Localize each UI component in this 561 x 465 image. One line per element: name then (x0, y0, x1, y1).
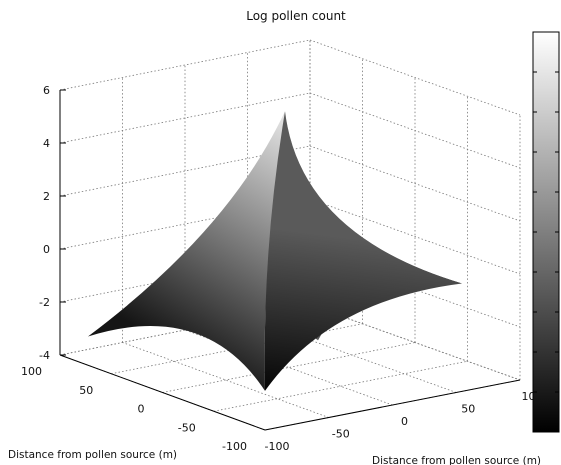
right-axis-label: Distance from pollen source (m) (372, 455, 541, 465)
colorbar (532, 31, 560, 433)
chart-title: Log pollen count (246, 9, 346, 23)
left-axis-tick-labels: 100 50 0 -50 -100 (21, 365, 247, 453)
left-axis-tick-label: -100 (222, 440, 247, 453)
z-tick-label: 0 (43, 243, 50, 256)
left-axis-tick-label: -50 (178, 421, 196, 434)
grid-line (213, 360, 468, 412)
right-axis-tick-label: 0 (401, 415, 408, 428)
right-axis-line (264, 379, 521, 431)
left-axis-label: Distance from pollen source (m) (8, 449, 177, 461)
left-axis-tick-label: 100 (21, 365, 42, 378)
z-tick-label: 6 (43, 84, 50, 97)
surface-left-patch (88, 111, 285, 391)
grid-line (309, 39, 521, 116)
z-tick-labels: 6 4 2 0 -2 -4 (39, 84, 50, 362)
grid-line (309, 145, 521, 222)
right-axis-tick-label: -50 (332, 428, 350, 441)
left-axis-tick-label: 0 (138, 403, 145, 416)
z-tick-label: -2 (39, 296, 50, 309)
left-axis-tick-label: 50 (79, 384, 93, 397)
axes (59, 89, 521, 431)
grid-line (59, 39, 311, 91)
left-axis-line (59, 354, 266, 431)
z-tick-label: 2 (43, 190, 50, 203)
right-axis-tick-label: -100 (265, 440, 290, 453)
surface (88, 111, 462, 391)
grid-line (309, 198, 521, 275)
right-axis-tick-label: 50 (461, 403, 475, 416)
surface-front-patch (264, 111, 462, 391)
z-tick-label: 4 (43, 137, 50, 150)
z-tick-label: -4 (39, 349, 50, 362)
colorbar-ticks (533, 71, 559, 393)
